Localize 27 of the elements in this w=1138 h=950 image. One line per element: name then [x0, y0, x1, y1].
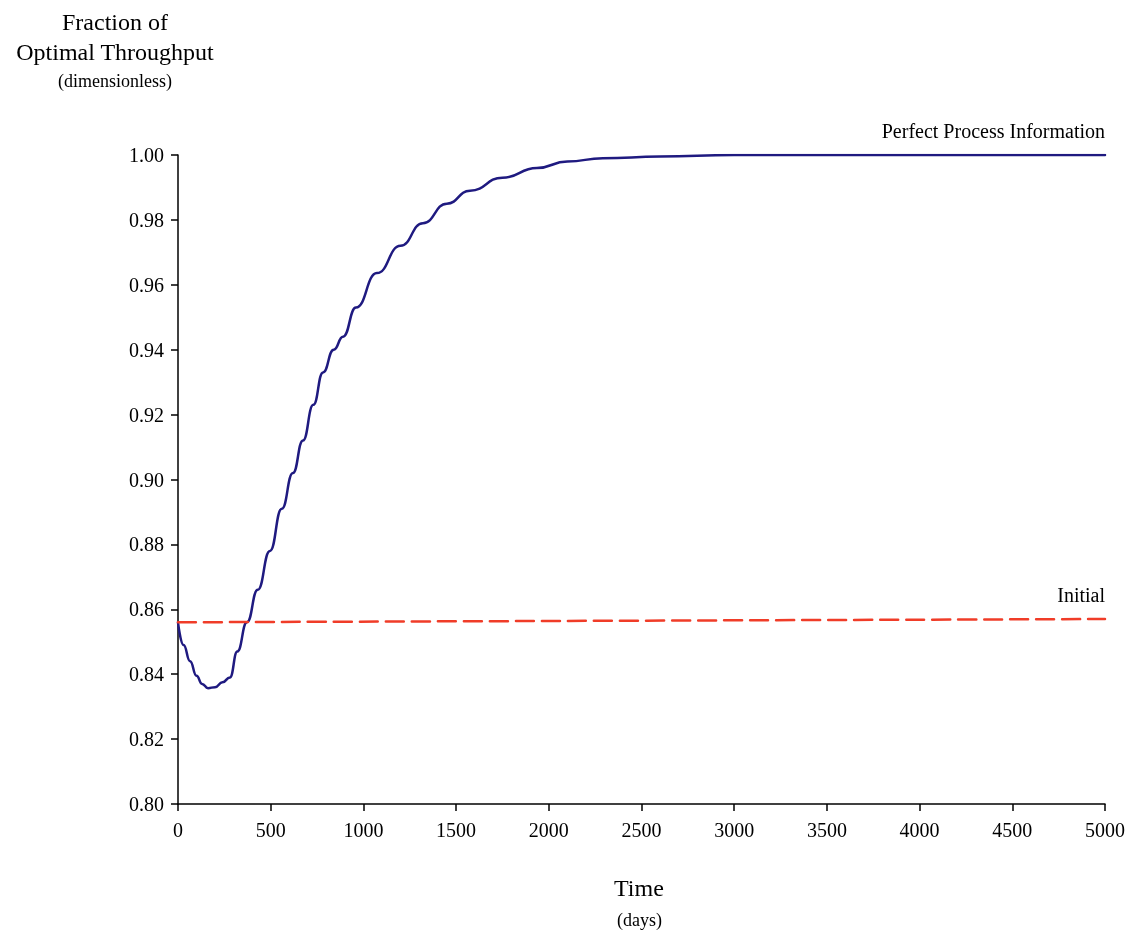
y-tick-label: 0.84 — [129, 663, 164, 686]
x-tick-label: 2000 — [528, 819, 569, 841]
y-tick-label: 1.00 — [129, 144, 164, 166]
y-tick-label: 0.90 — [129, 468, 164, 491]
x-tick-label: 4500 — [992, 819, 1033, 841]
y-tick-label: 0.88 — [129, 533, 164, 556]
y-tick-label: 0.82 — [129, 728, 164, 751]
x-tick-label: 3500 — [806, 819, 847, 841]
y-tick-label: 0.80 — [129, 793, 164, 815]
y-tick-label: 0.98 — [129, 208, 164, 231]
x-tick-label: 500 — [255, 819, 286, 841]
x-tick-label: 4000 — [899, 819, 940, 841]
x-tick-label: 0 — [173, 819, 183, 841]
line-series — [176, 153, 1107, 690]
series-label: Initial — [1057, 584, 1106, 607]
x-axis-title: Time (days) — [614, 875, 664, 931]
y-tick-label: 0.92 — [129, 403, 164, 426]
y-tick-label: 0.96 — [129, 273, 164, 296]
series-label: Perfect Process Information — [881, 120, 1105, 142]
x-tick-label: 1500 — [436, 819, 477, 841]
x-tick-label: 3000 — [714, 819, 755, 841]
y-tick-label: 0.94 — [129, 338, 164, 361]
x-tick-label: 1000 — [343, 819, 384, 841]
x-tick-label: 5000 — [1085, 819, 1125, 841]
x-tick-label: 2500 — [621, 819, 662, 841]
y-axis-title: Fraction of Optimal Throughput (dimensionless) — [16, 9, 215, 92]
y-tick-label: 0.86 — [129, 598, 164, 621]
